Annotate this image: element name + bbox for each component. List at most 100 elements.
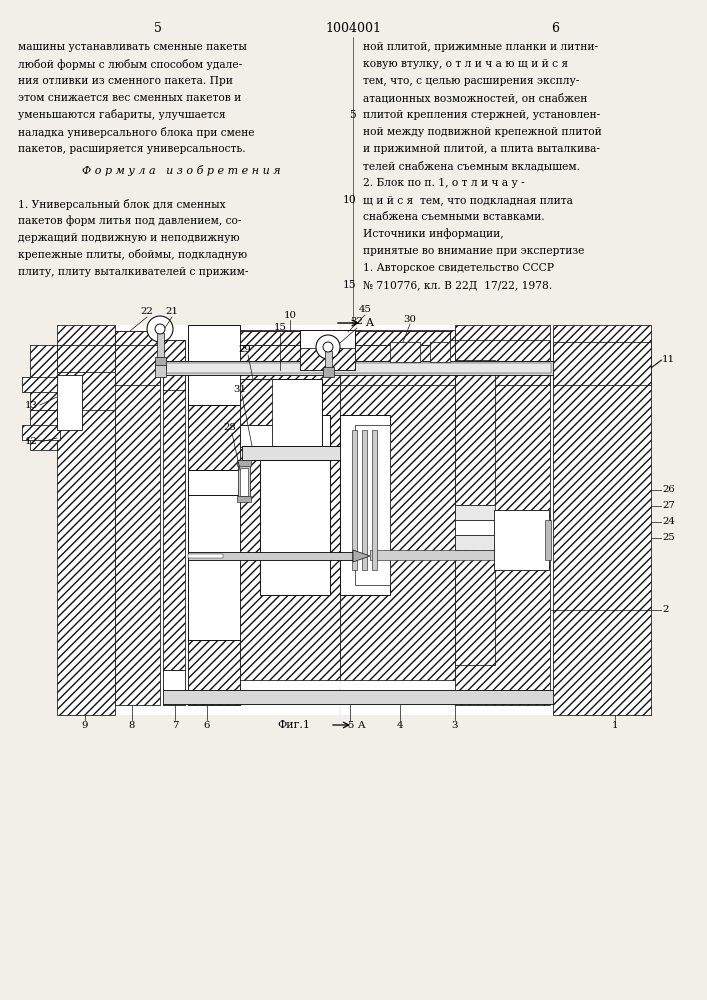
Bar — [390, 342, 420, 362]
Text: любой формы с любым способом удале-: любой формы с любым способом удале- — [18, 58, 243, 70]
Text: атационных возможностей, он снабжен: атационных возможностей, он снабжен — [363, 93, 588, 103]
Bar — [323, 367, 334, 377]
Bar — [240, 340, 340, 385]
Bar — [240, 379, 272, 425]
Bar — [238, 464, 250, 500]
Bar — [455, 505, 495, 520]
Text: 12: 12 — [25, 438, 38, 446]
Bar — [188, 640, 240, 705]
Bar — [237, 496, 251, 502]
Text: 1: 1 — [612, 722, 618, 730]
Text: ной между подвижной крепежной плитой: ной между подвижной крепежной плитой — [363, 127, 602, 137]
Text: 1004001: 1004001 — [325, 22, 381, 35]
Text: 10: 10 — [284, 310, 296, 320]
Bar — [340, 330, 455, 680]
Bar — [260, 415, 330, 595]
Bar — [240, 330, 340, 680]
Bar — [163, 361, 553, 375]
Bar — [163, 670, 185, 705]
Bar — [157, 333, 164, 361]
Text: плитой крепления стержней, установлен-: плитой крепления стержней, установлен- — [363, 110, 600, 120]
Text: 15: 15 — [274, 324, 286, 332]
Text: и прижимной плитой, а плита выталкива-: и прижимной плитой, а плита выталкива- — [363, 144, 600, 154]
Text: 26: 26 — [662, 486, 674, 494]
Bar — [22, 425, 60, 440]
Text: 15: 15 — [342, 280, 356, 290]
Bar — [340, 340, 455, 385]
Text: 5: 5 — [347, 722, 354, 730]
Bar — [163, 340, 185, 670]
Bar — [553, 342, 651, 385]
Bar — [188, 552, 353, 560]
Text: принятые во внимание при экспертизе: принятые во внимание при экспертизе — [363, 246, 585, 256]
Bar — [494, 510, 549, 570]
Bar — [370, 550, 550, 560]
Text: этом снижается вес сменных пакетов и: этом снижается вес сменных пакетов и — [18, 93, 241, 103]
Text: 13: 13 — [25, 400, 38, 410]
Text: 6: 6 — [204, 722, 210, 730]
Text: 30: 30 — [404, 316, 416, 324]
Bar — [30, 372, 117, 410]
Bar — [242, 379, 322, 447]
Text: 1. Авторское свидетельство СССР: 1. Авторское свидетельство СССР — [363, 263, 554, 273]
Bar — [455, 535, 495, 550]
Bar — [240, 331, 450, 345]
Bar — [352, 430, 357, 570]
Text: тем, что, с целью расширения эксплу-: тем, что, с целью расширения эксплу- — [363, 76, 579, 86]
Text: 4: 4 — [397, 722, 403, 730]
Text: держащий подвижную и неподвижную: держащий подвижную и неподвижную — [18, 233, 240, 243]
Text: пакетов, расширяется универсальность.: пакетов, расширяется универсальность. — [18, 144, 245, 154]
Text: 8: 8 — [129, 722, 135, 730]
Circle shape — [316, 335, 340, 359]
Text: щ и й с я  тем, что подкладная плита: щ и й с я тем, что подкладная плита — [363, 195, 573, 205]
Text: Фиг.1: Фиг.1 — [278, 720, 310, 730]
Polygon shape — [353, 550, 370, 562]
Text: 3: 3 — [452, 722, 458, 730]
Text: плиту, плиту выталкивателей с прижим-: плиту, плиту выталкивателей с прижим- — [18, 267, 248, 277]
Text: 24: 24 — [662, 518, 675, 526]
Bar — [188, 325, 240, 705]
Bar — [455, 325, 550, 705]
Bar — [455, 340, 550, 385]
Text: Ф о р м у л а   и з о б р е т е н и я: Ф о р м у л а и з о б р е т е н и я — [82, 164, 281, 176]
Text: 45: 45 — [358, 306, 371, 314]
Bar — [240, 468, 248, 496]
Bar — [57, 345, 115, 385]
Text: 2. Блок по п. 1, о т л и ч а у -: 2. Блок по п. 1, о т л и ч а у - — [363, 178, 525, 188]
Bar — [115, 331, 160, 705]
Bar — [188, 405, 240, 470]
Bar — [340, 415, 390, 595]
Text: 31: 31 — [233, 385, 247, 394]
Bar — [300, 348, 355, 370]
Bar — [115, 331, 160, 345]
Circle shape — [147, 316, 173, 342]
Bar — [155, 365, 166, 377]
Text: наладка универсального блока при смене: наладка универсального блока при смене — [18, 126, 255, 137]
Bar — [455, 520, 495, 665]
Text: пакетов форм литья под давлением, со-: пакетов форм литья под давлением, со- — [18, 216, 242, 226]
Text: 28: 28 — [223, 424, 236, 432]
Text: 32: 32 — [351, 318, 363, 326]
Bar — [240, 331, 345, 345]
Bar — [155, 357, 166, 369]
Bar — [163, 340, 185, 390]
Text: 11: 11 — [662, 356, 675, 364]
Text: 5: 5 — [154, 22, 162, 35]
Text: телей снабжена съемным вкладышем.: телей снабжена съемным вкладышем. — [363, 161, 580, 171]
Text: уменьшаются габариты, улучшается: уменьшаются габариты, улучшается — [18, 109, 226, 120]
Bar — [57, 325, 652, 715]
Bar — [188, 554, 223, 558]
Bar — [57, 325, 115, 715]
Bar — [30, 410, 57, 450]
Bar — [240, 425, 272, 447]
Bar — [455, 520, 495, 535]
Bar — [372, 430, 377, 570]
Text: крепежные плиты, обоймы, подкладную: крепежные плиты, обоймы, подкладную — [18, 249, 247, 260]
Bar — [57, 375, 82, 430]
Bar — [115, 340, 160, 385]
Bar — [300, 330, 355, 370]
Text: ковую втулку, о т л и ч а ю щ и й с я: ковую втулку, о т л и ч а ю щ и й с я — [363, 59, 568, 69]
Bar — [237, 460, 251, 466]
Text: 2: 2 — [662, 605, 668, 614]
Text: 27: 27 — [662, 502, 675, 510]
